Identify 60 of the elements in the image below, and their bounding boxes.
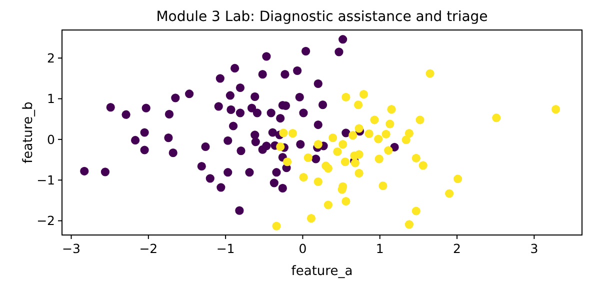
point <box>354 124 364 133</box>
point <box>348 131 358 140</box>
point <box>299 172 308 182</box>
point <box>404 220 414 229</box>
point <box>314 177 322 186</box>
point <box>354 100 363 110</box>
point <box>342 92 350 102</box>
point <box>412 154 420 162</box>
point <box>412 206 420 216</box>
point <box>324 200 332 210</box>
chart-title: Module 3 Lab: Diagnostic assistance and triage <box>156 9 488 25</box>
point <box>378 181 388 190</box>
point <box>404 129 414 138</box>
point <box>416 116 424 124</box>
point <box>272 222 281 230</box>
point <box>402 136 410 144</box>
point <box>282 157 292 166</box>
x-tick-label: 0 <box>298 241 307 256</box>
y-tick-label: 0 <box>47 132 56 147</box>
point <box>551 105 560 114</box>
point <box>418 161 428 170</box>
point <box>370 116 379 124</box>
point <box>445 189 454 198</box>
y-tick-label: −2 <box>36 213 55 228</box>
y-tick-label: 2 <box>47 50 55 66</box>
point <box>374 134 383 144</box>
point <box>340 157 350 166</box>
y-tick-label: −1 <box>36 172 55 188</box>
x-tick-label: −1 <box>216 241 235 256</box>
point <box>276 142 285 152</box>
point <box>328 133 338 142</box>
x-tick-label: 2 <box>453 241 461 256</box>
point <box>354 150 364 159</box>
x-tick-label: 1 <box>376 241 384 256</box>
point <box>354 168 364 178</box>
point <box>453 174 462 184</box>
point <box>382 130 390 138</box>
point <box>359 90 368 99</box>
point <box>288 129 297 138</box>
point <box>314 140 322 149</box>
y-axis-title: feature_b <box>21 102 36 164</box>
point <box>279 128 288 138</box>
point <box>492 114 501 122</box>
x-tick-label: −3 <box>62 241 80 256</box>
point <box>333 147 342 156</box>
x-tick-label: 3 <box>530 241 538 256</box>
point <box>426 69 434 78</box>
point <box>306 214 316 223</box>
x-tick-label: −2 <box>139 241 158 256</box>
y-tick-label: 1 <box>47 91 55 106</box>
point <box>304 153 312 162</box>
point <box>386 120 394 128</box>
point <box>324 164 332 173</box>
point <box>384 146 393 155</box>
x-axis-title: feature_a <box>291 264 353 279</box>
point <box>342 196 350 206</box>
point <box>364 129 374 138</box>
point <box>338 140 348 149</box>
point <box>387 105 396 114</box>
point <box>374 154 384 164</box>
